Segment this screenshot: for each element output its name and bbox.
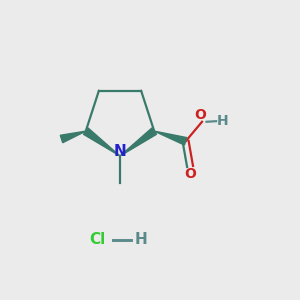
Polygon shape: [60, 131, 86, 143]
Text: O: O: [195, 108, 206, 122]
Polygon shape: [83, 128, 120, 156]
Text: Cl: Cl: [89, 232, 105, 247]
Text: O: O: [184, 167, 196, 181]
Polygon shape: [154, 131, 187, 145]
Text: H: H: [135, 232, 148, 247]
Polygon shape: [120, 128, 157, 156]
Text: N: N: [114, 144, 126, 159]
Text: H: H: [216, 114, 228, 128]
